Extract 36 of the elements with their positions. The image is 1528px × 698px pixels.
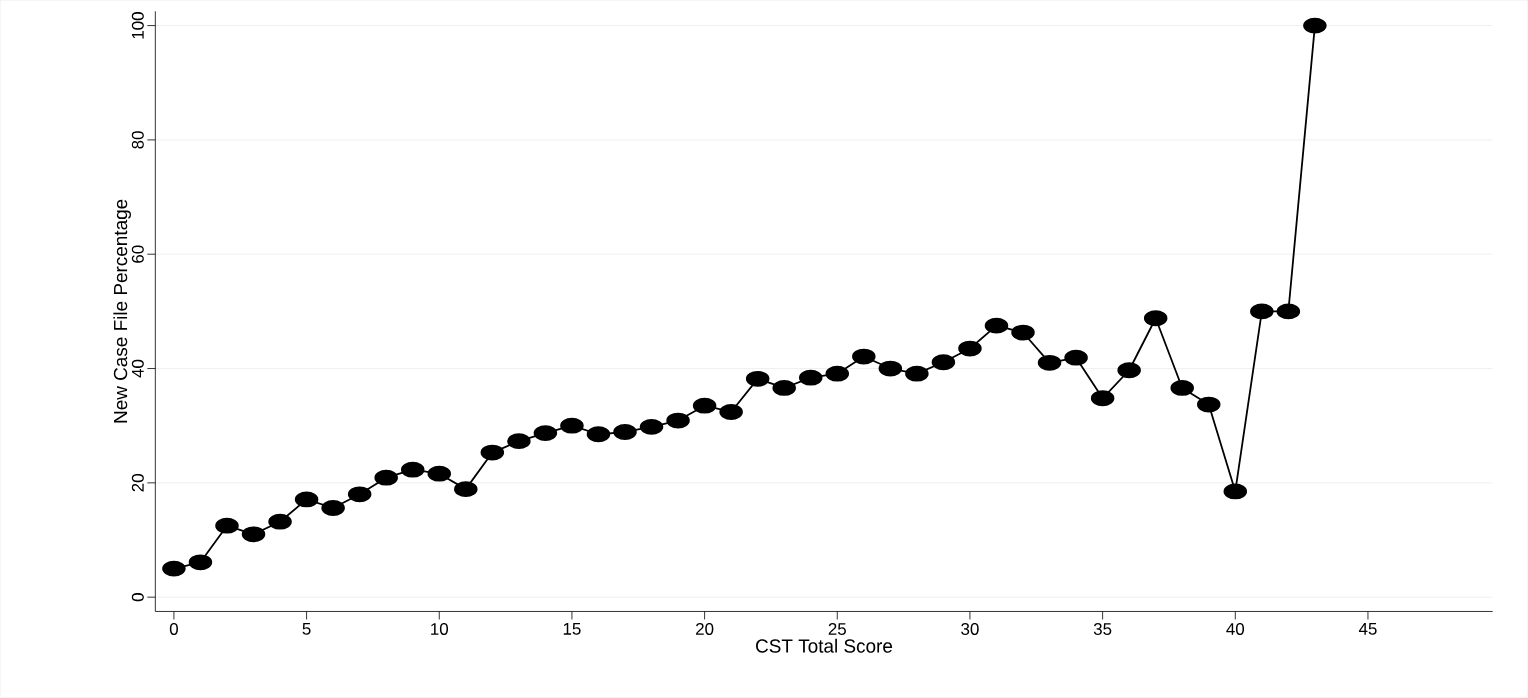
point — [1117, 362, 1141, 379]
x-tick-label: 30 — [961, 623, 979, 636]
point — [454, 481, 478, 498]
point — [905, 365, 929, 382]
point — [268, 513, 292, 530]
y-axis-title: New Case File Percentage — [113, 199, 131, 423]
y-tick-label: 100 — [131, 12, 144, 39]
point — [507, 433, 531, 450]
y-tick-label: 60 — [131, 245, 144, 263]
point — [666, 412, 690, 429]
point — [1303, 17, 1327, 34]
point — [1250, 303, 1274, 320]
x-tick-label: 5 — [302, 623, 311, 635]
y-tick-label: 0 — [131, 593, 144, 602]
point — [1064, 349, 1088, 366]
point — [374, 469, 398, 486]
x-axis-title: CST Total Score — [756, 638, 893, 653]
x-tick-label: 35 — [1093, 623, 1112, 636]
point — [162, 560, 186, 577]
x-tick-label: 40 — [1226, 623, 1245, 636]
y-tick-label: 20 — [131, 474, 144, 492]
point — [321, 500, 345, 517]
point — [958, 340, 982, 357]
y-tick-label: 40 — [131, 359, 144, 378]
point — [215, 517, 239, 534]
point — [1011, 324, 1035, 341]
x-tick-label: 0 — [169, 623, 178, 636]
x-tick-label: 20 — [696, 623, 714, 636]
x-tick-label: 25 — [828, 623, 846, 636]
point — [852, 348, 876, 365]
y-tick-label: 80 — [131, 131, 144, 149]
point — [1197, 396, 1221, 413]
x-tick-label: 45 — [1358, 623, 1377, 635]
x-tick-label: 10 — [431, 623, 449, 636]
x-tick-label: 15 — [563, 623, 581, 635]
point — [560, 417, 584, 434]
